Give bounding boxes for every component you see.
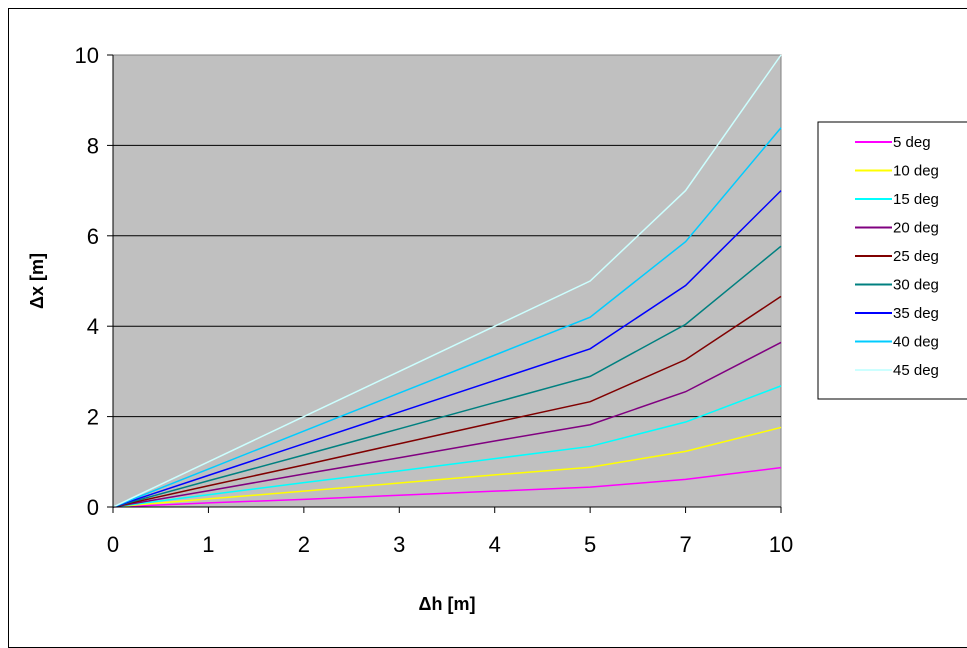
y-tick-label: 0 xyxy=(87,495,99,520)
legend-label: 30 deg xyxy=(893,277,939,294)
legend-label: 35 deg xyxy=(893,305,939,322)
x-tick-label: 2 xyxy=(298,532,310,557)
x-tick-label: 1 xyxy=(202,532,214,557)
legend-label: 40 deg xyxy=(893,334,939,351)
grid-lines xyxy=(113,144,781,418)
y-tick-label: 6 xyxy=(87,224,99,249)
series-line-30-deg xyxy=(112,245,782,508)
series-line-35-deg xyxy=(112,190,782,508)
plot-area xyxy=(112,54,782,508)
series-line-20-deg xyxy=(112,341,782,508)
x-axis-title: Δh [m] xyxy=(419,594,476,614)
series-line-25-deg xyxy=(112,295,782,508)
y-axis-ticks: 0 2 4 6 8 10 xyxy=(75,43,113,520)
legend-label: 45 deg xyxy=(893,362,939,379)
legend: 5 deg 10 deg 15 deg 20 deg 25 deg 30 deg 35 de… xyxy=(817,121,967,400)
x-tick-label: 3 xyxy=(393,532,405,557)
legend-label: 25 deg xyxy=(893,248,939,265)
y-axis-title: Δx [m] xyxy=(27,253,47,309)
x-tick-label: 7 xyxy=(679,532,691,557)
x-tick-label: 5 xyxy=(584,532,596,557)
series-line-45-deg xyxy=(112,54,782,508)
x-tick-label: 4 xyxy=(489,532,501,557)
legend-label: 20 deg xyxy=(893,220,939,237)
series-lines xyxy=(112,54,782,508)
legend-label: 10 deg xyxy=(893,163,939,180)
x-tick-label: 10 xyxy=(769,532,793,557)
legend-box xyxy=(817,121,967,400)
x-axis-ticks: 0 1 2 3 4 5 7 10 xyxy=(107,507,793,557)
legend-label: 15 deg xyxy=(893,191,939,208)
y-tick-label: 2 xyxy=(87,405,99,430)
series-line-5-deg xyxy=(112,466,782,508)
y-tick-label: 8 xyxy=(87,133,99,158)
series-line-40-deg xyxy=(112,127,782,508)
series-line-10-deg xyxy=(112,426,782,508)
legend-label: 5 deg xyxy=(893,134,931,151)
y-tick-label: 10 xyxy=(75,43,99,68)
x-tick-label: 0 xyxy=(107,532,119,557)
y-tick-label: 4 xyxy=(87,314,99,339)
series-line-15-deg xyxy=(112,385,782,508)
